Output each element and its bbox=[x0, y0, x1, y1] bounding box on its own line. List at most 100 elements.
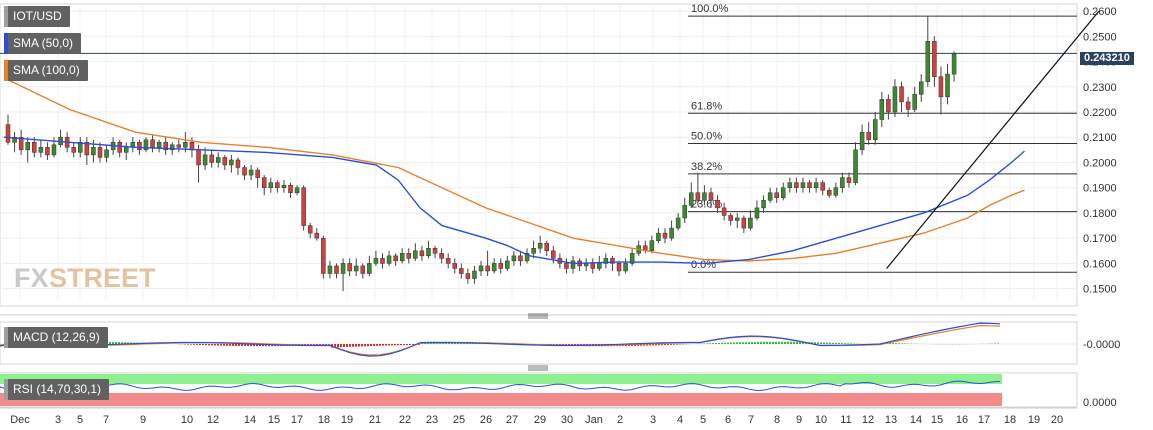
macd-histogram-bar bbox=[244, 344, 246, 347]
candle-body bbox=[794, 182, 799, 188]
x-tick-label: 27 bbox=[506, 414, 518, 426]
candle-body bbox=[235, 159, 241, 168]
legend-macd[interactable]: MACD (12,26,9) bbox=[4, 327, 108, 348]
candle-body bbox=[25, 142, 30, 151]
legend-iotusd[interactable]: IOT/USD bbox=[4, 6, 70, 27]
price-axis: 0.26000.25000.24000.23000.22000.21000.20… bbox=[1083, 6, 1117, 296]
candle-body bbox=[695, 192, 701, 201]
macd-histogram-bar bbox=[739, 342, 741, 344]
candle-body bbox=[327, 265, 333, 274]
macd-histogram-bar bbox=[247, 344, 249, 347]
candle-body bbox=[209, 154, 214, 163]
candle-body bbox=[892, 86, 898, 113]
macd-histogram-bar bbox=[358, 344, 360, 347]
candle-body bbox=[899, 86, 904, 103]
candle-body bbox=[84, 142, 90, 156]
fib-level-label: 50.0% bbox=[691, 131, 722, 143]
macd-histogram-bar bbox=[673, 344, 675, 345]
candle-body bbox=[787, 182, 793, 188]
candle-body bbox=[275, 182, 280, 188]
sma50-line bbox=[3, 136, 1025, 265]
legend-sma50[interactable]: SMA (50,0) bbox=[4, 33, 82, 54]
macd-histogram-bar bbox=[364, 344, 366, 347]
candle-body bbox=[485, 265, 490, 272]
candle-body bbox=[524, 253, 530, 262]
macd-histogram-bar bbox=[778, 341, 780, 344]
macd-histogram-bar bbox=[187, 344, 189, 345]
macd-histogram-bar bbox=[355, 344, 357, 347]
candle-body bbox=[367, 263, 372, 274]
macd-histogram-bar bbox=[802, 342, 804, 344]
candle-body bbox=[912, 94, 917, 110]
macd-histogram-bar bbox=[757, 341, 759, 344]
candle-body bbox=[301, 187, 306, 226]
y-tick-label: 0.2200 bbox=[1083, 107, 1117, 119]
macd-histogram-bar bbox=[193, 344, 195, 345]
candle-body bbox=[347, 263, 352, 272]
x-tick-label: 7 bbox=[103, 414, 109, 426]
macd-line bbox=[0, 322, 1001, 357]
candle-body bbox=[859, 131, 865, 151]
candle-body bbox=[373, 258, 379, 264]
macd-histogram-bar bbox=[748, 342, 750, 344]
macd-histogram-bar bbox=[220, 344, 222, 346]
candle-body bbox=[564, 263, 569, 269]
x-tick-label: 2 bbox=[617, 414, 623, 426]
macd-histogram-bar bbox=[676, 344, 678, 345]
macd-histogram-bar bbox=[418, 344, 420, 345]
macd-histogram-bar bbox=[667, 344, 669, 345]
y-tick-label: 0.2300 bbox=[1083, 82, 1117, 94]
macd-histogram-bar bbox=[406, 344, 408, 346]
candle-body bbox=[518, 255, 523, 262]
macd-histogram-bar bbox=[376, 344, 378, 346]
legend-rsi[interactable]: RSI (14,70,30,1) bbox=[4, 379, 110, 400]
candle-body bbox=[761, 200, 766, 209]
x-tick-label: 6 bbox=[725, 414, 731, 426]
macd-histogram-bar bbox=[352, 344, 354, 347]
legend-sma100-color bbox=[4, 60, 8, 81]
macd-histogram-bar bbox=[196, 344, 198, 345]
macd-histogram-bar bbox=[892, 343, 894, 344]
candle-body bbox=[202, 154, 208, 166]
legend-sma100[interactable]: SMA (100,0) bbox=[4, 60, 88, 81]
candle-body bbox=[117, 142, 122, 153]
grid bbox=[0, 3, 1078, 307]
candle-body bbox=[491, 263, 497, 272]
macd-histogram-bar bbox=[124, 342, 126, 344]
macd-histogram-bar bbox=[319, 344, 321, 346]
macd-histogram-bar bbox=[727, 342, 729, 344]
candle-body bbox=[183, 142, 188, 148]
macd-histogram-bar bbox=[850, 343, 852, 344]
macd-histogram-bar bbox=[253, 344, 255, 347]
macd-histogram-bar bbox=[754, 341, 756, 344]
candle-body bbox=[163, 142, 168, 151]
candle-body bbox=[445, 258, 451, 264]
candle-body bbox=[229, 159, 234, 166]
candle-body bbox=[380, 258, 385, 264]
candle-body bbox=[583, 263, 589, 267]
macd-histogram-bar bbox=[817, 342, 819, 344]
fib-level-label: 100.0% bbox=[691, 3, 729, 15]
candle-body bbox=[945, 73, 950, 98]
macd-histogram-bar bbox=[832, 342, 834, 344]
candle-body bbox=[689, 192, 694, 206]
candle-body bbox=[170, 144, 175, 151]
macd-histogram-bar bbox=[751, 342, 753, 344]
candle-body bbox=[78, 142, 83, 153]
candle-body bbox=[951, 53, 957, 75]
macd-histogram-bar bbox=[217, 344, 219, 346]
macd-histogram-bar bbox=[724, 342, 726, 344]
candle-body bbox=[294, 187, 300, 193]
x-tick-label: 9 bbox=[796, 414, 802, 426]
x-tick-label: 18 bbox=[318, 414, 330, 426]
macd-histogram-bar bbox=[709, 343, 711, 344]
x-tick-label: 26 bbox=[480, 414, 492, 426]
candle-body bbox=[386, 255, 392, 264]
x-tick-label: Jan bbox=[585, 414, 603, 426]
macd-histogram-bar bbox=[229, 344, 231, 346]
candle-body bbox=[728, 215, 733, 221]
macd-histogram-bar bbox=[388, 344, 390, 346]
time-axis: Dec 3 5 7 9 10 12 14 15 17 18 19 21 22 23 25 26 27 29 30 Jan… bbox=[0, 407, 1077, 426]
